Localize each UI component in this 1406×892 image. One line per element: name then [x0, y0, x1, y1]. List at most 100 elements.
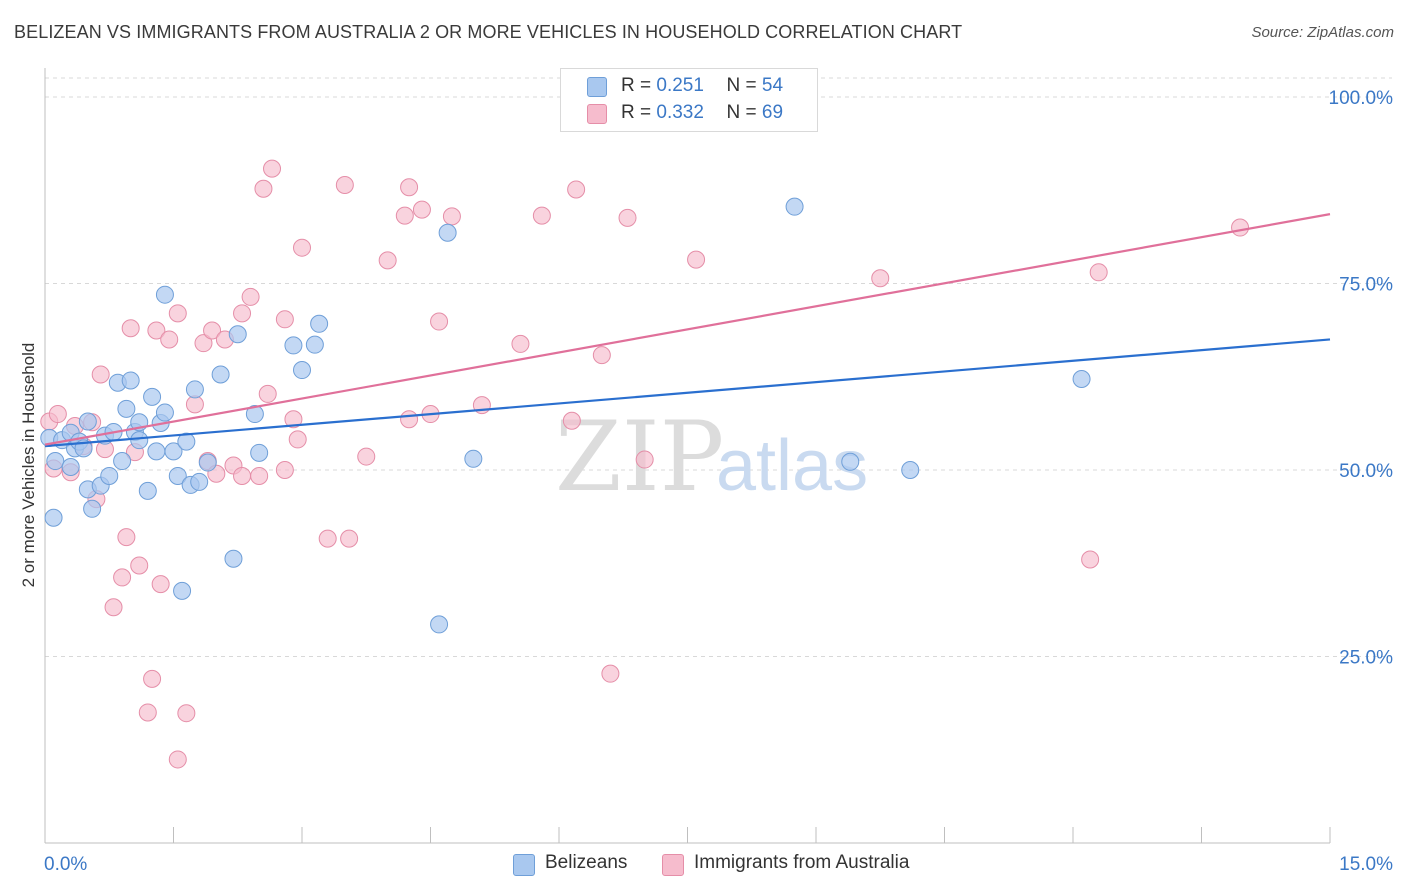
chart-title: BELIZEAN VS IMMIGRANTS FROM AUSTRALIA 2 … [14, 22, 963, 42]
point-belizeans [198, 453, 217, 472]
pink-swatch [587, 104, 607, 124]
x-tick-label-max: 15.0% [1339, 854, 1393, 875]
point-belizeans [185, 380, 204, 399]
point-australia [412, 200, 431, 219]
point-australia [562, 411, 581, 430]
point-australia [532, 206, 551, 225]
point-australia [335, 176, 354, 195]
watermark: ZIP atlas [555, 401, 868, 513]
point-australia [357, 447, 376, 466]
point-belizeans [147, 442, 166, 461]
point-belizeans [83, 499, 102, 518]
point-belizeans [177, 432, 196, 451]
point-australia [168, 304, 187, 323]
point-australia [113, 568, 132, 587]
point-australia [258, 384, 277, 403]
point-australia [203, 321, 222, 340]
point-australia [130, 556, 149, 575]
point-belizeans [113, 452, 132, 471]
point-australia [48, 405, 67, 424]
y-tick-label: 75.0% [1339, 275, 1393, 296]
y-tick-labels: 25.0% 50.0% 75.0% 100.0% [1329, 88, 1394, 669]
point-australia [143, 669, 162, 688]
y-axis-label-wrap: 2 or more Vehicles in Household [18, 330, 40, 600]
point-belizeans [305, 335, 324, 354]
point-australia [511, 334, 530, 353]
point-belizeans [78, 412, 97, 431]
point-belizeans [173, 581, 192, 600]
legend-label-belizeans: Belizeans [545, 852, 628, 873]
point-australia [233, 466, 252, 485]
point-australia [194, 334, 213, 353]
point-australia [233, 304, 252, 323]
point-belizeans [245, 405, 264, 424]
point-belizeans [293, 361, 311, 380]
point-belizeans [284, 336, 303, 355]
point-australia [1089, 263, 1108, 282]
point-australia [151, 575, 170, 594]
point-australia [430, 312, 449, 331]
point-belizeans [901, 461, 920, 479]
point-australia [91, 365, 110, 384]
point-belizeans [785, 197, 804, 216]
point-australia [288, 430, 307, 449]
point-belizeans [250, 443, 269, 462]
point-australia [635, 450, 654, 469]
point-australia [400, 178, 419, 197]
point-australia [687, 250, 706, 269]
source-credit: Source: ZipAtlas.com [1251, 24, 1394, 41]
point-belizeans [228, 325, 247, 344]
r-label: R = [621, 75, 652, 96]
gridlines [45, 77, 1392, 657]
trend-lines [44, 213, 1331, 448]
trend-line-belizeans [44, 338, 1331, 448]
point-belizeans [138, 481, 157, 500]
point-belizeans [190, 472, 209, 491]
point-australia [378, 251, 397, 270]
blue-swatch [587, 77, 607, 97]
x-tick-labels: 0.0% 15.0% [44, 854, 1393, 875]
point-australia [275, 310, 294, 329]
point-belizeans [841, 452, 860, 471]
point-australia [147, 321, 166, 340]
point-belizeans [155, 285, 174, 304]
point-belizeans [117, 399, 136, 418]
point-australia [160, 330, 179, 349]
y-tick-label: 100.0% [1329, 88, 1394, 109]
point-australia [567, 180, 586, 199]
point-australia [241, 287, 260, 306]
point-belizeans [44, 508, 63, 527]
point-belizeans [1072, 369, 1091, 388]
point-belizeans [100, 466, 119, 485]
n-value-belizeans: 54 [761, 75, 784, 96]
trend-line-australia [44, 213, 1331, 446]
point-belizeans [438, 223, 457, 242]
point-belizeans [121, 371, 140, 390]
series-immigrants-from-australia [40, 159, 1250, 769]
point-australia [284, 410, 303, 429]
point-australia [250, 466, 269, 485]
y-tick-label: 50.0% [1339, 461, 1393, 482]
point-australia [293, 238, 311, 257]
r-value-australia: 0.332 [656, 102, 704, 123]
point-australia [1231, 218, 1250, 237]
n-label: N = [726, 75, 757, 96]
point-australia [121, 319, 140, 338]
point-australia [340, 529, 359, 548]
point-belizeans [430, 615, 449, 634]
point-australia [400, 410, 419, 429]
point-australia [618, 208, 637, 227]
point-belizeans [224, 549, 243, 568]
point-belizeans [130, 431, 149, 450]
point-belizeans [168, 466, 187, 485]
axes [44, 68, 1331, 844]
point-australia [168, 750, 187, 769]
point-australia [395, 206, 414, 225]
point-australia [104, 598, 123, 617]
point-belizeans [211, 365, 230, 384]
point-belizeans [464, 449, 483, 468]
point-australia [592, 346, 611, 365]
blue-swatch [513, 854, 535, 876]
point-belizeans [155, 403, 174, 422]
